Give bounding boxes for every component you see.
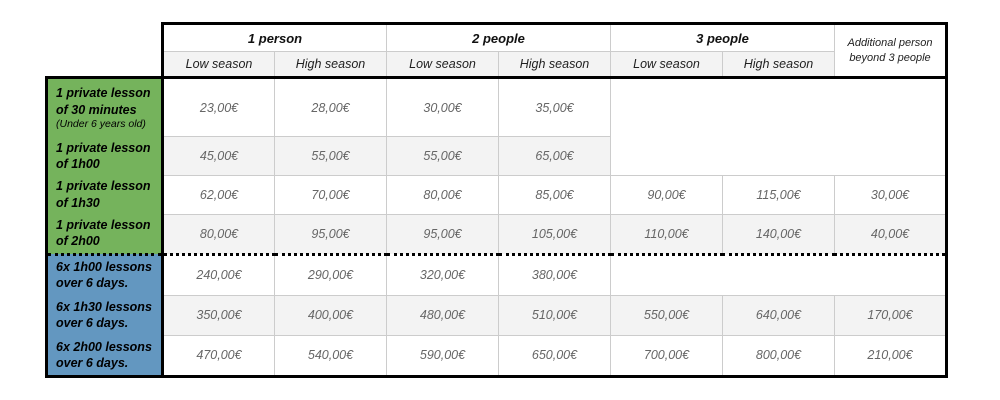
price-cell: 540,00€ [274, 334, 387, 378]
row-label-line: over 6 days. [56, 316, 129, 330]
price-cell: 210,00€ [834, 334, 948, 378]
price-cell: 115,00€ [722, 174, 835, 215]
price-cell: 65,00€ [498, 136, 611, 176]
table-row dotted-separator: 6x 1h00 lessons over 6 days. 240,00€ 290… [45, 252, 948, 296]
row-label-line: over 6 days. [56, 355, 129, 370]
season-header-high: High season [274, 51, 387, 79]
season-header-row: Low season High season Low season High s… [46, 51, 947, 79]
price-cell: 550,00€ [610, 294, 723, 336]
price-cell: 240,00€ [162, 252, 275, 296]
row-label-line: of 2h00 [56, 234, 100, 249]
price-cell: 30,00€ [834, 174, 948, 215]
row-label-private-30min: 1 private lesson of 30 minutes (Under 6 … [45, 76, 164, 137]
row-label-private-1h30: 1 private lesson of 1h30 [45, 175, 164, 214]
price-cell: 80,00€ [386, 174, 499, 215]
price-cell: 40,00€ [834, 213, 948, 255]
additional-person-header: Additional person beyond 3 people [834, 22, 948, 79]
price-cell: 400,00€ [274, 294, 387, 336]
table-row: 1 private lesson of 2h00 80,00€ 95,00€ 9… [45, 213, 948, 255]
row-label-line: of 1h30 [56, 195, 100, 210]
price-cell: 95,00€ [274, 213, 387, 255]
price-cell: 105,00€ [498, 213, 611, 255]
price-cell: 80,00€ [162, 213, 275, 255]
table-row: 1 private lesson of 30 minutes (Under 6 … [45, 76, 948, 176]
additional-header-line2: beyond 3 people [849, 51, 931, 64]
price-cell: 23,00€ [162, 77, 275, 137]
season-header-low: Low season [610, 51, 723, 79]
price-cell: 510,00€ [498, 294, 611, 336]
row-label-private-2h00: 1 private lesson of 2h00 [45, 214, 164, 254]
price-cell: 650,00€ [498, 334, 611, 378]
price-cell: 55,00€ [386, 136, 499, 176]
row-label-line: 6x 1h30 lessons [56, 299, 152, 314]
row-label-line: over 6 days. [56, 276, 129, 291]
corner-spacer [46, 23, 163, 52]
row-label-note: (Under 6 years old) [56, 117, 146, 130]
empty-region [610, 252, 948, 296]
row-label-line: 1 private lesson [56, 86, 151, 101]
row-label-line: 6x 1h00 lessons [56, 260, 152, 274]
season-header-high: High season [722, 51, 835, 79]
price-cell: 170,00€ [834, 294, 948, 336]
price-cell: 70,00€ [274, 174, 387, 215]
season-header-high: High season [498, 51, 611, 79]
row-label-line: 6x 2h00 lessons [56, 339, 152, 354]
price-cell: 140,00€ [722, 213, 835, 255]
season-header-low: Low season [161, 51, 275, 79]
group-header-3-people: 3 people [610, 22, 835, 52]
price-cell: 380,00€ [498, 252, 611, 296]
price-cell: 350,00€ [162, 294, 275, 336]
price-cell: 110,00€ [610, 213, 723, 255]
price-cell: 470,00€ [162, 334, 275, 378]
empty-region [610, 77, 948, 176]
group-header-1-person: 1 person [161, 22, 387, 52]
row-label-line: of 30 minutes [56, 102, 137, 117]
price-cell: 55,00€ [274, 136, 387, 176]
table-row: 6x 2h00 lessons over 6 days. 470,00€ 540… [45, 334, 948, 378]
price-cell: 700,00€ [610, 334, 723, 378]
price-cell: 640,00€ [722, 294, 835, 336]
price-cell: 590,00€ [386, 334, 499, 378]
additional-header-line1: Additional person [847, 37, 933, 50]
row-label-line: 1 private lesson [56, 140, 151, 155]
price-cell: 320,00€ [386, 252, 499, 296]
table-row: 1 private lesson of 1h30 62,00€ 70,00€ 8… [45, 174, 948, 215]
row-label-6x-2h00: 6x 2h00 lessons over 6 days. [45, 335, 164, 378]
group-header-2-people: 2 people [386, 22, 611, 52]
group-header-row: 1 person 2 people 3 people Additional pe… [46, 22, 948, 79]
price-cell: 95,00€ [386, 213, 499, 255]
price-cell: 62,00€ [162, 174, 275, 215]
price-cell: 30,00€ [386, 77, 499, 137]
pricing-table: 1 person 2 people 3 people Additional pe… [45, 22, 948, 378]
corner-spacer [46, 51, 163, 78]
price-cell: 85,00€ [498, 174, 611, 215]
row-label-6x-1h00: 6x 1h00 lessons over 6 days. [45, 252, 164, 295]
price-cell: 45,00€ [162, 136, 275, 176]
table-row: 6x 1h30 lessons over 6 days. 350,00€ 400… [45, 294, 948, 336]
row-label-line: 1 private lesson [56, 179, 151, 194]
season-header-low: Low season [386, 51, 499, 79]
row-label-line: 1 private lesson [56, 218, 151, 232]
price-cell: 35,00€ [498, 77, 611, 137]
price-cell: 800,00€ [722, 334, 835, 378]
price-cell: 480,00€ [386, 294, 499, 336]
price-cell: 90,00€ [610, 174, 723, 215]
row-label-6x-1h30: 6x 1h30 lessons over 6 days. [45, 295, 164, 335]
price-cell: 290,00€ [274, 252, 387, 296]
row-label-private-1h00: 1 private lesson of 1h00 [45, 136, 164, 175]
price-cell: 28,00€ [274, 77, 387, 137]
row-label-line: of 1h00 [56, 156, 100, 171]
